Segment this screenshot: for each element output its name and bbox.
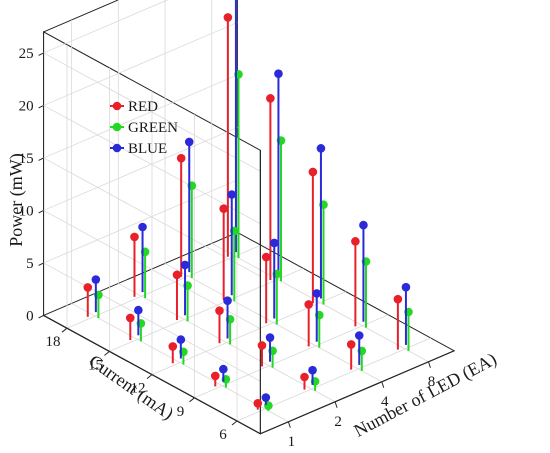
stem-marker bbox=[134, 305, 143, 315]
y-tick-mark bbox=[61, 327, 68, 333]
stem-marker bbox=[168, 342, 178, 351]
z-tick-mark bbox=[38, 314, 44, 319]
x-axis-line bbox=[260, 350, 455, 435]
stem-marker bbox=[401, 282, 411, 292]
stem-marker bbox=[91, 275, 101, 284]
y-tick-mark bbox=[231, 420, 238, 426]
y-axis-line bbox=[43, 314, 261, 435]
stem-marker bbox=[219, 364, 228, 374]
z-tick-label: 10 bbox=[19, 203, 34, 219]
z-tick-mark bbox=[38, 157, 44, 161]
legend-label: BLUE bbox=[128, 141, 167, 157]
z-tick-mark bbox=[38, 104, 44, 109]
y-tick-label: 12 bbox=[130, 381, 145, 397]
x-tick-mark bbox=[428, 361, 431, 368]
stem-marker bbox=[269, 238, 279, 248]
z-tick-label: 5 bbox=[26, 256, 34, 272]
y-tick-mark bbox=[146, 374, 153, 379]
y-tick-label: 9 bbox=[177, 404, 185, 420]
legend-marker bbox=[112, 143, 122, 153]
z-axis-label: Power (mW) bbox=[6, 153, 27, 246]
z-tick-label: 0 bbox=[26, 308, 34, 324]
z-tick-label: 15 bbox=[19, 151, 34, 167]
legend: RED GREEN BLUE bbox=[110, 99, 178, 157]
legend-marker bbox=[112, 122, 122, 132]
stem-marker bbox=[346, 340, 356, 349]
z-tick-mark bbox=[38, 262, 44, 266]
legend-label: RED bbox=[128, 99, 158, 115]
stem-marker bbox=[261, 252, 271, 262]
x-tick-mark bbox=[334, 401, 338, 408]
y-tick-mark bbox=[189, 397, 195, 403]
stem-marker bbox=[223, 296, 232, 306]
stem-marker bbox=[257, 341, 267, 350]
stem-marker bbox=[125, 313, 135, 323]
stem-marker bbox=[266, 94, 275, 103]
stem-marker bbox=[176, 153, 186, 163]
stem-marker bbox=[223, 13, 233, 22]
stem-marker bbox=[253, 399, 263, 408]
x-tick-label: 2 bbox=[334, 414, 342, 430]
chart-stems bbox=[83, 0, 413, 411]
grid-line bbox=[43, 0, 169, 54]
stem-marker bbox=[308, 365, 317, 375]
stem-marker bbox=[351, 237, 360, 246]
y-tick-mark bbox=[104, 351, 110, 356]
x-tick-label: 4 bbox=[381, 394, 389, 410]
stem-marker bbox=[172, 270, 182, 280]
stem-marker bbox=[316, 144, 326, 153]
stem-marker bbox=[300, 372, 309, 382]
stem-marker bbox=[180, 260, 190, 270]
legend-marker bbox=[112, 101, 122, 111]
stem-marker bbox=[261, 393, 271, 402]
grid-line bbox=[43, 74, 238, 159]
stem-marker bbox=[393, 294, 403, 304]
y-tick-label: 15 bbox=[88, 357, 103, 373]
z-tick-mark bbox=[38, 52, 44, 56]
y-tick-label: 6 bbox=[219, 427, 227, 443]
grid-line bbox=[43, 22, 238, 106]
stem-marker bbox=[215, 306, 224, 315]
stem-marker bbox=[130, 232, 139, 242]
stem-marker bbox=[354, 331, 364, 340]
stem-marker bbox=[359, 220, 368, 230]
stem-marker bbox=[210, 371, 220, 381]
stem-marker bbox=[304, 300, 313, 309]
stem-marker bbox=[308, 167, 318, 177]
z-tick-label: 25 bbox=[19, 46, 34, 62]
stem-marker bbox=[184, 137, 194, 147]
stem-marker bbox=[274, 69, 283, 79]
stem-marker bbox=[227, 190, 237, 199]
stem-marker bbox=[219, 204, 228, 213]
stem-marker bbox=[138, 222, 147, 232]
z-tick-mark bbox=[38, 209, 44, 214]
z-tick-label: 20 bbox=[19, 98, 34, 114]
stem-marker bbox=[265, 333, 275, 342]
legend-label: GREEN bbox=[128, 120, 178, 136]
stem-marker bbox=[83, 283, 93, 292]
stem-marker bbox=[176, 335, 186, 344]
x-tick-mark bbox=[287, 421, 291, 428]
chart-axes bbox=[43, 150, 455, 435]
x-tick-mark bbox=[381, 381, 385, 388]
y-tick-label: 18 bbox=[45, 334, 60, 350]
x-tick-label: 1 bbox=[288, 434, 296, 450]
stem-marker bbox=[312, 289, 322, 298]
x-tick-label: 8 bbox=[428, 374, 436, 390]
